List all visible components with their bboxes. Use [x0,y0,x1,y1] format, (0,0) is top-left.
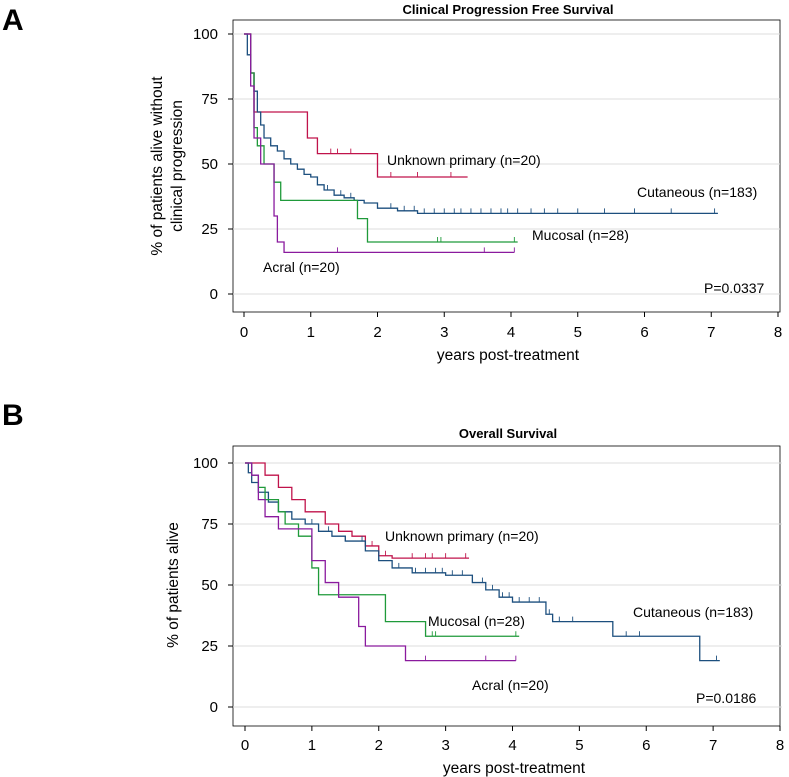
series-label-unknown-primary: Unknown primary (n=20) [387,152,541,168]
series-line [245,462,516,662]
gridlines [233,462,782,708]
gridlines [233,33,780,295]
x-tick-label: 4 [507,324,515,341]
series-label-cutaneous: Cutaneous (n=183) [637,184,757,200]
y-tick-label: 50 [201,156,218,173]
x-tick-label: 7 [707,324,715,341]
series-label-mucosal: Mucosal (n=28) [532,227,629,243]
y-tick-label: 100 [193,455,218,472]
series-label-acral: Acral (n=20) [263,259,340,275]
p-value: P=0.0337 [704,280,765,296]
series-label-unknown-primary: Unknown primary (n=20) [385,528,539,544]
x-tick-label: 6 [642,737,650,754]
y-axis-title-line-1: % of patients alive without [149,76,166,256]
series-label-mucosal: Mucosal (n=28) [428,613,525,629]
x-tick-label: 2 [375,737,383,754]
x-tick-label: 3 [440,324,448,341]
x-axis-title: years post-treatment [443,760,586,777]
series-lines [244,33,718,254]
x-axis-title: years post-treatment [437,347,580,364]
plot-area [232,19,781,313]
x-tick-label: 7 [709,737,717,754]
x-tick-label: 3 [441,737,449,754]
x-tick-label: 2 [373,324,381,341]
x-tick-label: 4 [508,737,516,754]
y-tick-label: 25 [201,221,218,238]
series-labels: Unknown primary (n=20) Cutaneous (n=183)… [263,152,757,275]
y-tick-label: 25 [201,638,218,655]
y-tick-label: 0 [210,699,218,716]
y-axis-title: % of patients alive [165,522,182,648]
series-label-cutaneous: Cutaneous (n=183) [633,604,753,620]
chart-title: Overall Survival [459,426,557,441]
series-line [244,33,718,215]
y-tick-label: 75 [201,516,218,533]
panel-a: A Clinical Progression Free Survival 025… [2,2,782,364]
y-tick-label: 100 [193,26,218,43]
axes: 0 25 50 75 100 0 1 2 3 4 5 6 7 8 [193,26,782,341]
x-tick-label: 5 [575,737,583,754]
panel-b: B Overall Survival 0 25 50 75 100 0 1 2 3 4 5 6 7 8 U… [2,399,784,777]
series-line [244,33,515,254]
x-tick-label: 1 [308,737,316,754]
y-tick-label: 0 [210,286,218,303]
x-tick-label: 8 [774,324,782,341]
x-tick-label: 0 [241,737,249,754]
y-tick-label: 75 [201,91,218,108]
chart-title: Clinical Progression Free Survival [403,2,614,17]
axes: 0 25 50 75 100 0 1 2 3 4 5 6 7 8 [193,455,784,754]
series-lines [245,462,720,662]
series-labels: Unknown primary (n=20) Cutaneous (n=183)… [385,528,753,693]
panel-letter-a: A [2,4,24,37]
plot-area [232,445,781,727]
panel-letter-b: B [2,399,24,432]
p-value: P=0.0186 [696,690,757,706]
y-tick-label: 50 [201,577,218,594]
y-axis-title-line-2: clinical progression [169,100,186,232]
x-tick-label: 6 [640,324,648,341]
x-tick-label: 0 [240,324,248,341]
x-tick-label: 8 [776,737,784,754]
series-label-acral: Acral (n=20) [472,677,549,693]
x-tick-label: 1 [307,324,315,341]
x-tick-label: 5 [574,324,582,341]
